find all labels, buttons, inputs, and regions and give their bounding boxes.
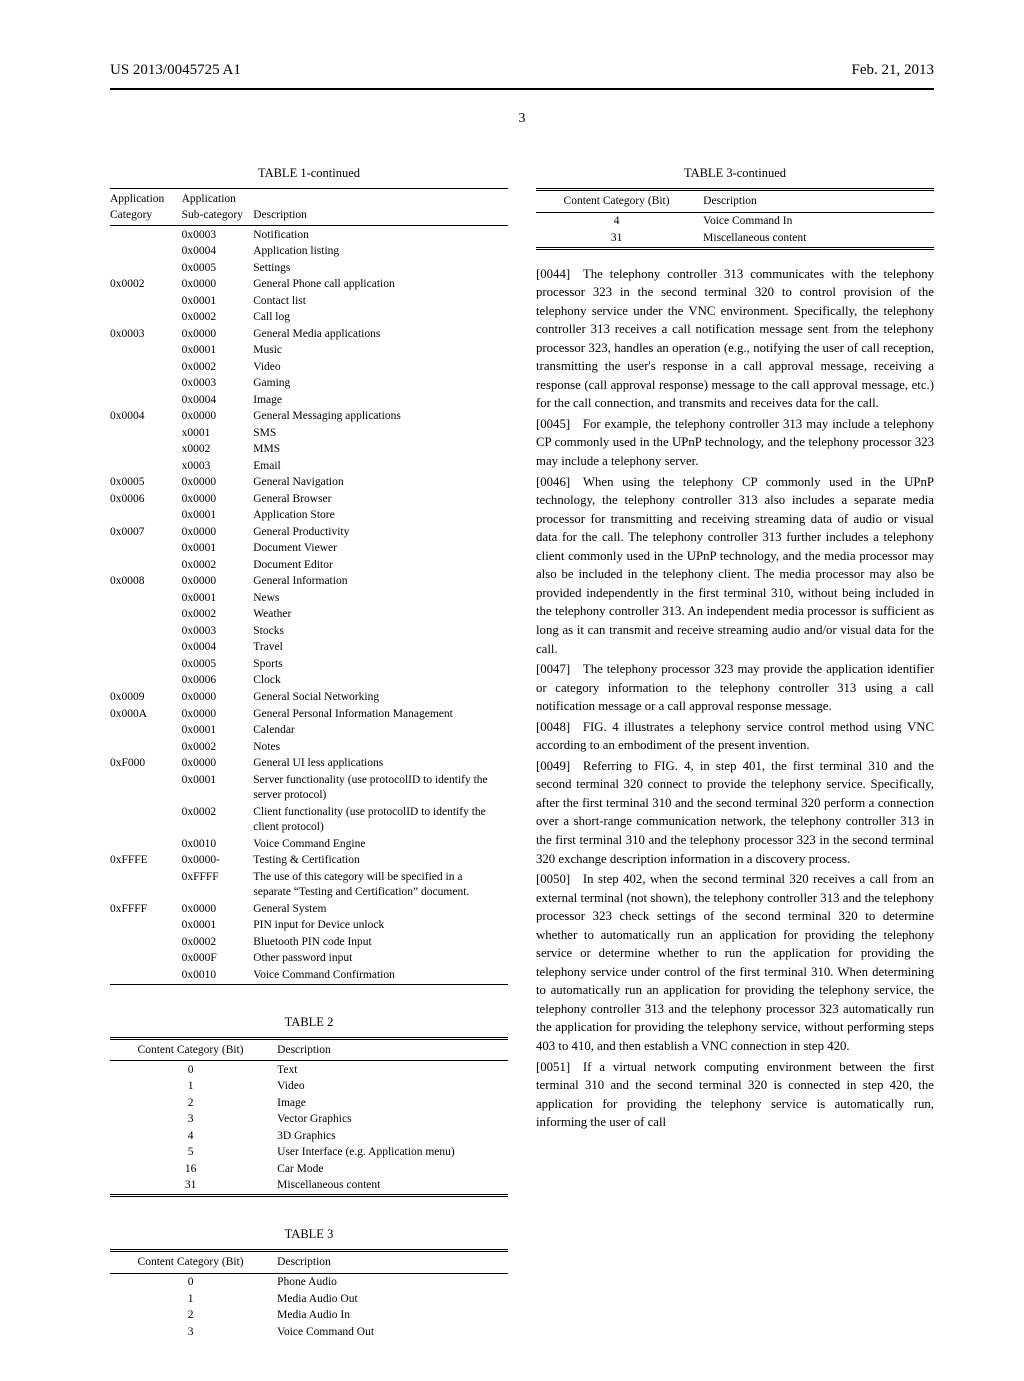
table-row: 0x0002Client functionality (use protocol…	[110, 804, 508, 836]
table3-head-col2: Description	[277, 1253, 508, 1273]
table-row: 0x0003Notification	[110, 227, 508, 244]
table-row: 2Image	[110, 1095, 508, 1112]
table-row: 0x00060x0000General Browser	[110, 491, 508, 508]
table-row: 0x0010Voice Command Confirmation	[110, 967, 508, 984]
table2-head-col2: Description	[277, 1041, 508, 1061]
table-row: 0x0002Weather	[110, 607, 508, 624]
table-row: 0x00080x0000General Information	[110, 574, 508, 591]
table2: Content Category (Bit) Description 0Text…	[110, 1037, 508, 1199]
table-row: 0Phone Audio	[110, 1275, 508, 1292]
table-row: 0x0003Stocks	[110, 623, 508, 640]
page-number: 3	[110, 110, 934, 129]
table-row: 43D Graphics	[110, 1128, 508, 1145]
table-row: 1Media Audio Out	[110, 1291, 508, 1308]
table-row: 0x0001Music	[110, 343, 508, 360]
table-row: 0x0001Document Viewer	[110, 541, 508, 558]
table-row: 3Voice Command Out	[110, 1324, 508, 1341]
table-row: 3Vector Graphics	[110, 1112, 508, 1129]
right-column: TABLE 3-continued Content Category (Bit)…	[536, 159, 934, 1341]
table-row: 0x0004Application listing	[110, 244, 508, 261]
paragraph-0046: [0046] When using the telephony CP commo…	[536, 473, 934, 658]
table-row: 1Video	[110, 1079, 508, 1096]
table-row: 0x0002Video	[110, 359, 508, 376]
header-rule	[110, 88, 934, 90]
table-row: 0x0005Settings	[110, 260, 508, 277]
page-header: US 2013/0045725 A1 Feb. 21, 2013	[110, 60, 934, 80]
table-row: 31Miscellaneous content	[536, 230, 934, 247]
table1: ApplicationCategory ApplicationSub-categ…	[110, 188, 508, 986]
table2-head-col1: Content Category (Bit)	[110, 1041, 277, 1061]
table3-title: TABLE 3	[110, 1226, 508, 1243]
paragraph-0047: [0047] The telephony processor 323 may p…	[536, 660, 934, 716]
table-row: 0x0010Voice Command Engine	[110, 836, 508, 853]
table-row: 0xFFFF0x0000General System	[110, 901, 508, 918]
table-row: x0002MMS	[110, 442, 508, 459]
table-row: 0x0001Application Store	[110, 508, 508, 525]
table-row: 31Miscellaneous content	[110, 1178, 508, 1195]
table-row: 0x00030x0000General Media applications	[110, 326, 508, 343]
table-row: 0xFFFFThe use of this category will be s…	[110, 869, 508, 901]
table-row: 0Text	[110, 1062, 508, 1079]
publication-date: Feb. 21, 2013	[852, 60, 935, 80]
table-row: 0x0002Call log	[110, 310, 508, 327]
paragraph-0049: [0049] Referring to FIG. 4, in step 401,…	[536, 757, 934, 868]
table-row: 0x0001Contact list	[110, 293, 508, 310]
paragraph-0044: [0044] The telephony controller 313 comm…	[536, 265, 934, 413]
table-row: 0x00050x0000General Navigation	[110, 475, 508, 492]
paragraph-0050: [0050] In step 402, when the second term…	[536, 870, 934, 1055]
table-row: 0x0003Gaming	[110, 376, 508, 393]
table3-continued: Content Category (Bit) Description 4Voic…	[536, 188, 934, 251]
table-row: 0x000FOther password input	[110, 951, 508, 968]
left-column: TABLE 1-continued ApplicationCategory Ap…	[110, 159, 508, 1341]
table1-head-col3: Description	[253, 190, 508, 226]
table-row: 0x00090x0000General Social Networking	[110, 689, 508, 706]
table-row: 0xF0000x0000General UI less applications	[110, 756, 508, 773]
table1-title: TABLE 1-continued	[110, 165, 508, 182]
table-row: 0x00070x0000General Productivity	[110, 524, 508, 541]
table-row: 0x0001News	[110, 590, 508, 607]
table-row: x0003Email	[110, 458, 508, 475]
table-row: 0x00020x0000General Phone call applicati…	[110, 277, 508, 294]
table-row: 0x0004Travel	[110, 640, 508, 657]
table-row: 0x0006Clock	[110, 673, 508, 690]
paragraph-0051: [0051] If a virtual network computing en…	[536, 1058, 934, 1132]
table-row: 0x0004Image	[110, 392, 508, 409]
table1-head-col1: ApplicationCategory	[110, 190, 182, 226]
table-row: 0x0002Notes	[110, 739, 508, 756]
table-row: 5User Interface (e.g. Application menu)	[110, 1145, 508, 1162]
table-row: x0001SMS	[110, 425, 508, 442]
table-row: 4Voice Command In	[536, 214, 934, 231]
table3-head-col1: Content Category (Bit)	[110, 1253, 277, 1273]
table-row: 0x0001Calendar	[110, 723, 508, 740]
table-row: 0x0005Sports	[110, 656, 508, 673]
table3c-head-col2: Description	[703, 192, 934, 212]
table-row: 0x0001Server functionality (use protocol…	[110, 772, 508, 804]
paragraph-0048: [0048] FIG. 4 illustrates a telephony se…	[536, 718, 934, 755]
table-row: 0x0002Document Editor	[110, 557, 508, 574]
publication-number: US 2013/0045725 A1	[110, 60, 241, 80]
table3: Content Category (Bit) Description 0Phon…	[110, 1249, 508, 1341]
table-row: 0x0001PIN input for Device unlock	[110, 918, 508, 935]
table3c-head-col1: Content Category (Bit)	[536, 192, 703, 212]
table-row: 2Media Audio In	[110, 1308, 508, 1325]
table1-head-col2: ApplicationSub-category	[182, 190, 254, 226]
table-row: 0x000A0x0000General Personal Information…	[110, 706, 508, 723]
table3c-title: TABLE 3-continued	[536, 165, 934, 182]
paragraph-0045: [0045] For example, the telephony contro…	[536, 415, 934, 471]
table-row: 16Car Mode	[110, 1161, 508, 1178]
table-row: 0x0002Bluetooth PIN code Input	[110, 934, 508, 951]
table-row: 0x00040x0000General Messaging applicatio…	[110, 409, 508, 426]
table-row: 0xFFFE0x0000-Testing & Certification	[110, 853, 508, 870]
table2-title: TABLE 2	[110, 1014, 508, 1031]
